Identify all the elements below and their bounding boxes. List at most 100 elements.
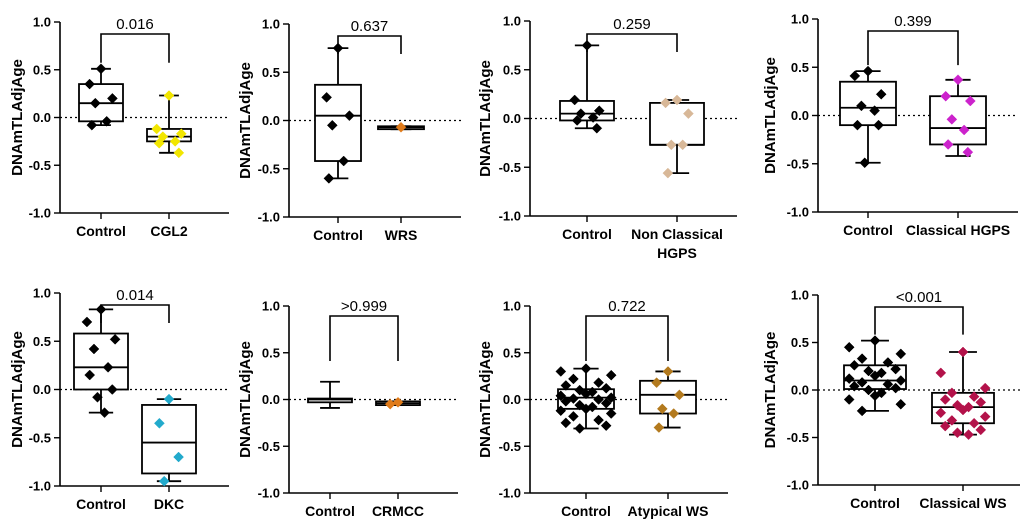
data-point — [580, 403, 592, 415]
y-tick-label: 1.0 — [262, 299, 280, 314]
data-point — [593, 105, 605, 117]
y-tick-label: -1.0 — [499, 486, 521, 501]
x-category-label: Control — [843, 222, 893, 238]
data-point — [605, 392, 617, 403]
data-point — [975, 424, 987, 436]
data-point — [662, 366, 674, 377]
y-tick-label: -1.0 — [787, 478, 809, 493]
data-point — [651, 377, 662, 389]
chart-panel-1: 1.0 0.5 0.0 -0.5 -1.0 DNAmTLAdjAge Control CGL2… — [9, 15, 229, 239]
data-point — [326, 119, 338, 131]
y-tick-label: 0.0 — [503, 392, 521, 407]
data-point — [605, 369, 617, 381]
box — [929, 95, 987, 146]
data-point — [580, 363, 592, 374]
data-point — [869, 390, 881, 402]
data-point — [95, 63, 107, 75]
data-point — [677, 139, 689, 151]
box — [559, 100, 615, 122]
data-point — [968, 391, 980, 403]
data-point — [942, 139, 954, 150]
data-point — [849, 359, 860, 371]
data-point — [605, 408, 617, 419]
y-tick-label: 1.0 — [791, 12, 809, 27]
data-point — [895, 348, 907, 360]
data-point — [940, 90, 952, 102]
data-point — [979, 382, 991, 394]
y-axis-label: DNAmTLAdjAge — [762, 57, 779, 174]
data-point — [683, 108, 694, 119]
y-tick-label: -0.5 — [29, 158, 51, 173]
y-tick-label: -1.0 — [29, 479, 51, 494]
chart-panel-4: 1.0 0.5 0.0 -0.5 -1.0 DNAmTLAdjAge Control Clas… — [762, 12, 1018, 238]
data-point — [560, 417, 572, 429]
y-tick-label: -1.0 — [29, 206, 51, 221]
y-tick-label: 0.0 — [262, 392, 280, 407]
data-point — [869, 370, 881, 382]
data-point — [568, 393, 579, 404]
x-category-label: WRS — [385, 227, 418, 243]
y-tick-label: -0.5 — [258, 439, 280, 454]
x-category-label: Atypical WS — [628, 503, 709, 519]
data-point — [106, 384, 118, 395]
data-point — [849, 380, 860, 392]
y-tick-label: 1.0 — [791, 288, 809, 303]
data-point — [323, 173, 335, 184]
data-point — [569, 94, 581, 106]
data-point — [862, 65, 874, 77]
y-tick-label: 0.5 — [262, 345, 280, 360]
significance-bracket — [874, 306, 964, 335]
data-point — [163, 393, 175, 405]
data-point — [84, 369, 96, 381]
y-tick-label: -0.5 — [258, 161, 280, 176]
data-point — [957, 346, 969, 358]
data-point — [154, 417, 165, 429]
data-point — [656, 403, 668, 415]
chart-panel-5: 1.0 0.5 0.0 -0.5 -1.0 DNAmTLAdjAge Control DKC 0… — [9, 286, 229, 512]
data-point — [963, 429, 974, 441]
data-point — [109, 333, 121, 345]
x-category-label: Non Classical HGPS — [631, 226, 723, 261]
significance-bracket — [337, 35, 402, 54]
x-category-label: Control — [562, 226, 612, 242]
data-point — [935, 407, 947, 419]
data-point — [856, 353, 868, 365]
data-point — [600, 420, 612, 432]
y-tick-label: 0.0 — [503, 111, 521, 126]
p-value-label: 0.016 — [116, 16, 154, 33]
chart-panel-6: 1.0 0.5 0.0 -0.5 -1.0 DNAmTLAdjAge Control CRMC… — [237, 298, 458, 519]
x-category-label: Classical WS — [919, 495, 1006, 511]
data-point — [321, 91, 332, 103]
data-point — [593, 377, 604, 389]
box — [307, 397, 353, 404]
box — [839, 80, 897, 127]
y-tick-label: 0.5 — [791, 335, 809, 350]
data-point — [890, 363, 901, 375]
data-point — [600, 397, 612, 409]
data-point — [952, 427, 963, 439]
data-point — [560, 380, 572, 391]
data-point — [86, 119, 98, 131]
y-axis-label: DNAmTLAdjAge — [477, 341, 494, 458]
y-tick-label: 1.0 — [503, 299, 521, 314]
data-point — [395, 121, 407, 133]
data-point — [153, 137, 165, 149]
p-value-label: >0.999 — [341, 298, 387, 315]
box — [314, 83, 362, 162]
y-tick-label: 1.0 — [33, 286, 51, 301]
data-point — [968, 417, 980, 429]
y-tick-label: 0.0 — [262, 113, 280, 128]
data-point — [859, 157, 871, 169]
data-point — [81, 316, 93, 328]
y-axis-label: DNAmTLAdjAge — [9, 331, 26, 448]
data-point — [157, 131, 169, 142]
data-point — [962, 146, 974, 158]
y-tick-label: 0.5 — [262, 65, 280, 80]
y-tick-label: -0.5 — [29, 430, 51, 445]
chart-panel-3: 1.0 0.5 0.0 -0.5 -1.0 DNAmTLAdjAge Control Non … — [477, 14, 737, 261]
data-point — [843, 394, 855, 405]
chart-panel-7: 1.0 0.5 0.0 -0.5 -1.0 DNAmTLAdjAge Control Atyp… — [477, 298, 728, 519]
data-point — [939, 394, 951, 405]
x-category-label: Control — [76, 223, 126, 239]
data-point — [671, 94, 683, 106]
